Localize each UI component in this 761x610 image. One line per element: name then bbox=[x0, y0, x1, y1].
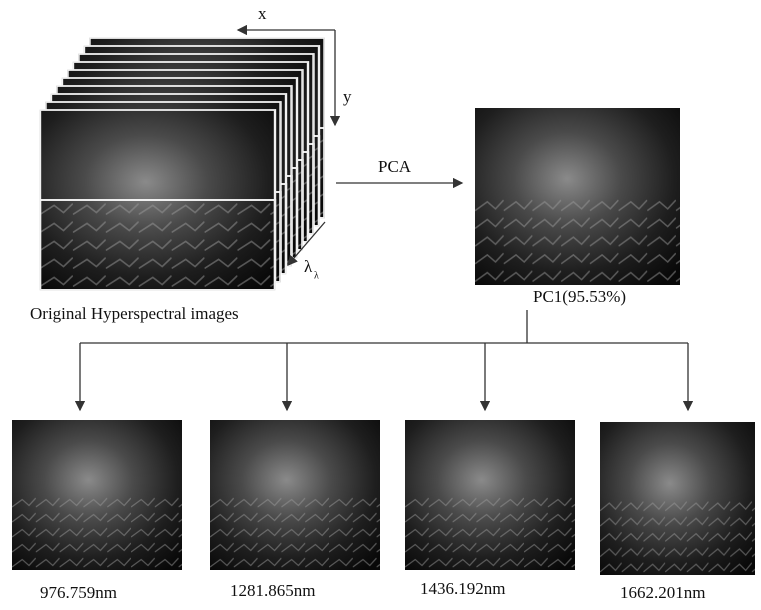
band-image bbox=[12, 420, 182, 570]
hyperspectral-stack bbox=[40, 38, 325, 290]
pca-label: PCA bbox=[378, 157, 412, 176]
spectral-layer bbox=[40, 110, 275, 290]
lambda-label: λ bbox=[304, 257, 313, 276]
input-label: Original Hyperspectral images bbox=[30, 304, 239, 323]
band-image bbox=[210, 420, 380, 570]
band-label: 1662.201nm bbox=[620, 583, 705, 602]
diagram: x y λ λ Original Hyperspectral images PC… bbox=[0, 0, 761, 610]
band-image bbox=[405, 420, 575, 570]
lambda-subscript: λ bbox=[314, 270, 319, 281]
band-label: 1436.192nm bbox=[420, 579, 505, 598]
y-label: y bbox=[343, 87, 352, 106]
pc1-label: PC1(95.53%) bbox=[533, 287, 626, 306]
band-label: 976.759nm bbox=[40, 583, 117, 602]
x-label: x bbox=[258, 4, 267, 23]
band-image bbox=[600, 422, 755, 575]
pc1-image bbox=[475, 108, 680, 285]
band-label: 1281.865nm bbox=[230, 581, 315, 600]
